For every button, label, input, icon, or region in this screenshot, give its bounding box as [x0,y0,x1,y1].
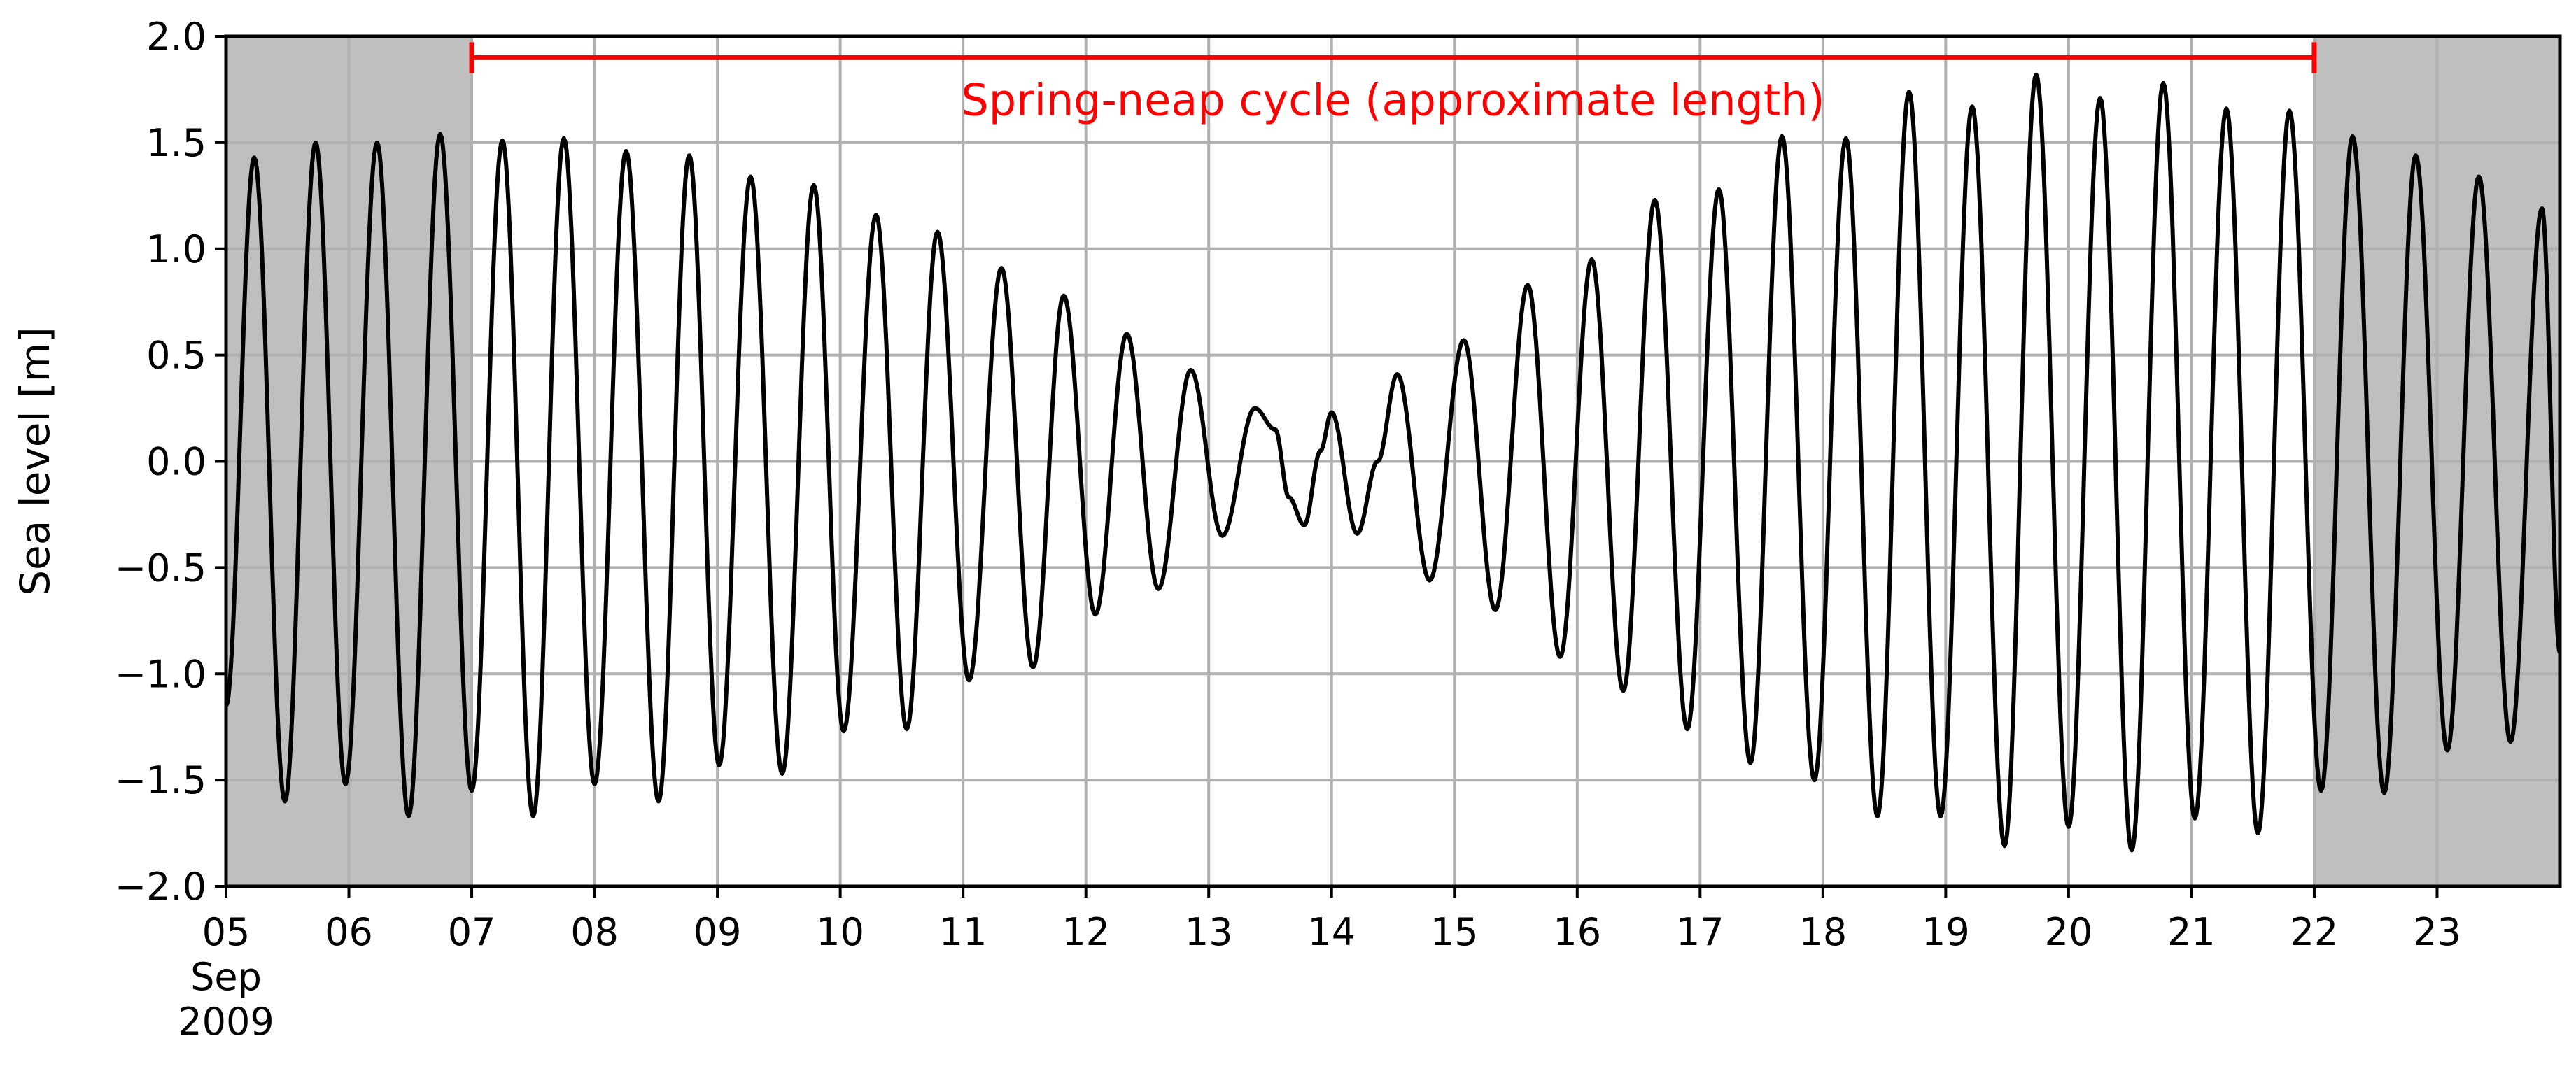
x-tick-label: 23 [2413,910,2461,954]
x-tick-label: 14 [1307,910,1356,954]
x-tick-label: 22 [2290,910,2339,954]
x-tick-label: 19 [1922,910,1970,954]
y-axis-ticks: 2.0 1.5 1.0 0.5 0.0 −0.5 −1.0 −1.5 −2.0 [115,15,226,909]
x-tick-label: 13 [1185,910,1233,954]
annotation: Spring-neap cycle (approximate length) [469,42,2317,125]
x-tick-label: 05 [202,910,251,954]
x-tick-sublabel: Sep [190,955,262,999]
x-tick-sublabel: 2009 [178,1000,274,1044]
y-tick-label: −2.0 [115,865,206,909]
y-axis-label: Sea level [m] [11,327,59,596]
x-tick-label: 12 [1062,910,1110,954]
y-tick-label: 0.5 [146,334,206,378]
y-tick-label: −1.5 [115,758,206,802]
x-tick-label: 07 [448,910,496,954]
y-tick-label: 0.0 [146,440,206,484]
x-tick-label: 16 [1553,910,1601,954]
y-tick-label: 1.0 [146,227,206,271]
y-tick-label: 2.0 [146,15,206,59]
x-tick-label: 08 [570,910,619,954]
annotation-label: Spring-neap cycle (approximate length) [961,74,1824,125]
y-tick-label: −0.5 [115,546,206,590]
x-tick-label: 17 [1676,910,1724,954]
x-tick-label: 21 [2167,910,2216,954]
x-tick-label: 09 [694,910,742,954]
x-tick-label: 10 [816,910,864,954]
y-tick-label: −1.0 [115,652,206,696]
x-tick-label: 18 [1799,910,1847,954]
series-layer [224,72,2562,853]
x-tick-label: 06 [325,910,373,954]
y-tick-label: 1.5 [146,121,206,165]
x-tick-label: 11 [939,910,987,954]
x-tick-label: 20 [2045,910,2093,954]
x-tick-label: 15 [1430,910,1479,954]
sea-level-series-1 [224,72,2562,853]
